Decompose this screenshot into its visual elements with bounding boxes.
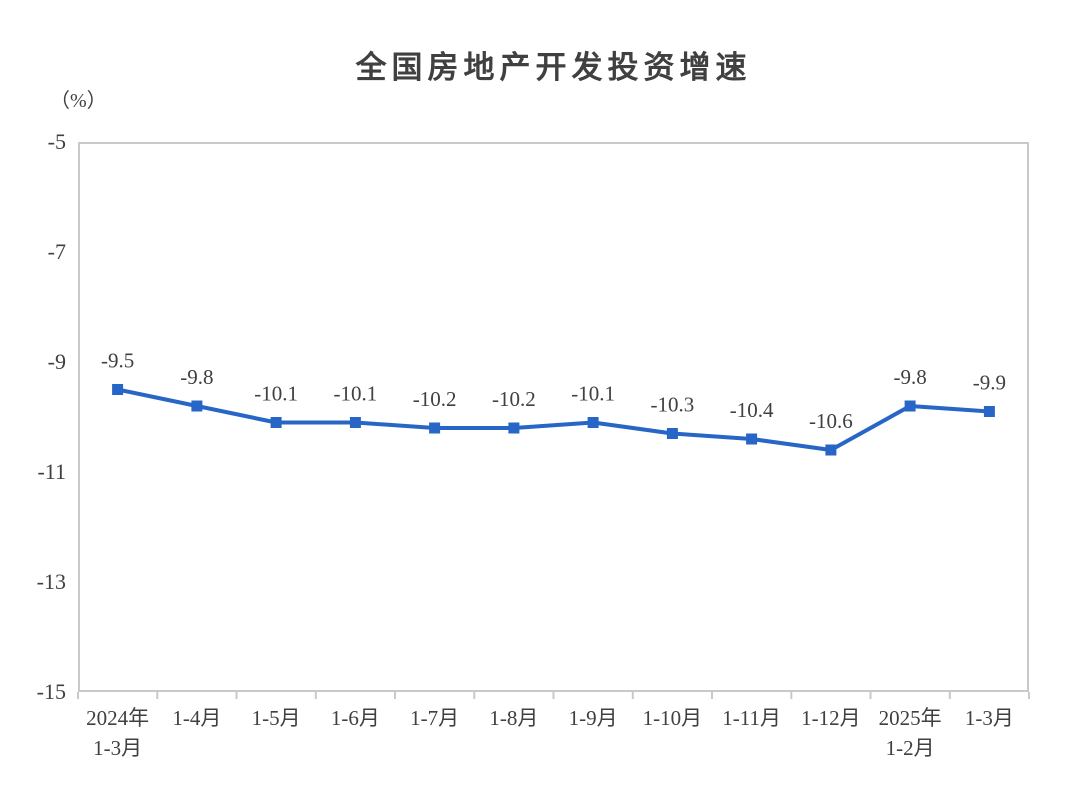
data-point-label: -10.1 xyxy=(254,382,298,406)
y-axis-tick-label: -11 xyxy=(37,459,66,484)
data-point-marker xyxy=(429,422,441,434)
plot-area: -9.5 -9.8 -10.1 -10.1 -10.2 -10.2 -10.1 -10.3 -1… xyxy=(77,142,1030,699)
data-point-label: -9.8 xyxy=(180,365,213,389)
data-point-label: -10.3 xyxy=(651,393,695,417)
y-axis-tick-label: -13 xyxy=(36,569,66,594)
x-axis-category-label: 1-3月 xyxy=(964,706,1014,730)
data-point-marker xyxy=(508,422,520,434)
y-axis-tick-label: -9 xyxy=(47,349,66,374)
x-axis-category-label: 2025年 1-2月 xyxy=(878,706,942,760)
data-point-marker xyxy=(666,428,678,439)
data-point-label: -10.4 xyxy=(730,398,774,422)
x-axis-category-label: 1-12月 xyxy=(801,706,861,730)
x-axis-category-label: 2024年 1-3月 xyxy=(86,706,150,760)
x-axis-category-label: 1-11月 xyxy=(722,706,781,730)
data-point-label: -9.5 xyxy=(101,349,134,373)
data-point-marker xyxy=(825,444,837,456)
x-axis-category-label: 1-9月 xyxy=(568,706,618,730)
data-point-marker xyxy=(349,417,361,428)
data-point-marker xyxy=(587,417,599,428)
x-axis-category-label: 1-4月 xyxy=(172,706,222,730)
y-axis-unit-label: （%） xyxy=(50,90,107,112)
x-axis-category-label: 1-6月 xyxy=(330,706,380,730)
x-axis-category-label: 1-10月 xyxy=(642,706,703,730)
x-axis-category-label: 1-5月 xyxy=(251,706,301,730)
chart-title: 全国房地产开发投资增速 xyxy=(355,50,752,85)
data-line xyxy=(115,387,992,452)
data-point-label: -10.2 xyxy=(492,387,536,411)
data-point-marker xyxy=(983,406,995,417)
data-point-marker xyxy=(270,417,282,428)
data-point-marker xyxy=(112,384,124,395)
data-point-label: -10.6 xyxy=(809,409,853,433)
y-axis-tick-label: -7 xyxy=(47,239,66,264)
data-point-marker xyxy=(904,400,916,412)
data-point-label: -9.9 xyxy=(973,371,1006,395)
y-axis-tick-label: -15 xyxy=(36,679,66,704)
data-point-marker xyxy=(746,433,758,445)
data-point-label: -10.2 xyxy=(413,387,457,411)
line-chart-svg: -9.5 -9.8 -10.1 -10.1 -10.2 -10.2 -10.1 -10.3 -1… xyxy=(77,349,1030,699)
y-axis-tick-label: -5 xyxy=(47,129,66,154)
data-point-marker xyxy=(191,400,203,412)
data-point-label: -10.1 xyxy=(571,382,615,406)
x-axis-category-label: 1-7月 xyxy=(410,706,460,730)
data-point-label: -10.1 xyxy=(334,382,378,406)
data-point-label: -9.8 xyxy=(893,365,926,389)
x-axis-category-label: 1-8月 xyxy=(489,706,539,730)
